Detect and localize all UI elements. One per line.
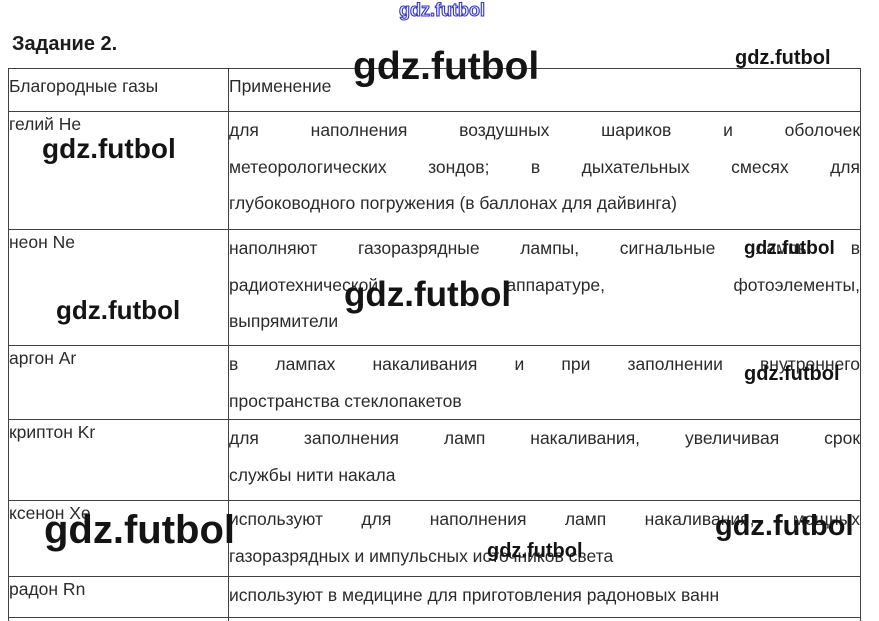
watermark-gdz-futbol: gdz.futbol	[353, 45, 540, 88]
table-row: криптон Kr для заполнения ламп накаливан…	[8, 419, 861, 501]
watermark-gdz-futbol: gdz.futbol	[398, 0, 485, 20]
header-gas-column: Благородные газы	[8, 68, 229, 112]
gas-name-cell: неон Ne	[8, 229, 229, 346]
page-title: Задание 2.	[12, 33, 118, 55]
table-row: неон Ne наполняют газоразрядные лампы, с…	[8, 229, 861, 346]
gas-use-cell: используют в медицине для приготовления …	[228, 576, 861, 618]
gas-use-cell: в лампах накаливания и при заполнении вн…	[228, 345, 861, 420]
table-row-partial	[8, 617, 861, 621]
gas-use-cell: наполняют газоразрядные лампы, сигнальны…	[228, 229, 861, 346]
gas-name-cell: ксенон Xe	[8, 500, 229, 577]
watermark-gdz-futbol: gdz.futbol	[344, 275, 512, 314]
gas-name-cell: гелий He	[8, 111, 229, 230]
table-header-row: Благородные газы Применение	[8, 68, 861, 112]
gas-name-cell: радон Rn	[8, 576, 229, 618]
gas-name-cell: криптон Kr	[8, 419, 229, 501]
watermark-gdz-futbol: gdz.futbol	[744, 238, 835, 259]
watermark-gdz-futbol: gdz.futbol	[56, 295, 181, 325]
partial-cell	[228, 617, 861, 621]
watermark-gdz-futbol: gdz.futbol	[42, 133, 176, 164]
gas-use-cell: для заполнения ламп накаливания, увеличи…	[228, 419, 861, 501]
gas-use-cell: для наполнения воздушных шариков и оболо…	[228, 111, 861, 230]
table-row: гелий He для наполнения воздушных шарико…	[8, 111, 861, 230]
noble-gases-table: Благородные газы Применение гелий He для…	[8, 68, 861, 621]
partial-cell	[8, 617, 229, 621]
table-row: радон Rn используют в медицине для приго…	[8, 576, 861, 618]
header-use-column: Применение	[228, 68, 861, 112]
table-row: аргон Ar в лампах накаливания и при запо…	[8, 345, 861, 420]
watermark-gdz-futbol: gdz.futbol	[487, 540, 583, 562]
watermark-gdz-futbol: gdz.futbol	[744, 363, 840, 385]
watermark-gdz-futbol: gdz.futbol	[44, 508, 236, 552]
watermark-gdz-futbol: gdz.futbol	[715, 510, 854, 542]
gas-name-cell: аргон Ar	[8, 345, 229, 420]
watermark-gdz-futbol: gdz.futbol	[735, 47, 831, 69]
